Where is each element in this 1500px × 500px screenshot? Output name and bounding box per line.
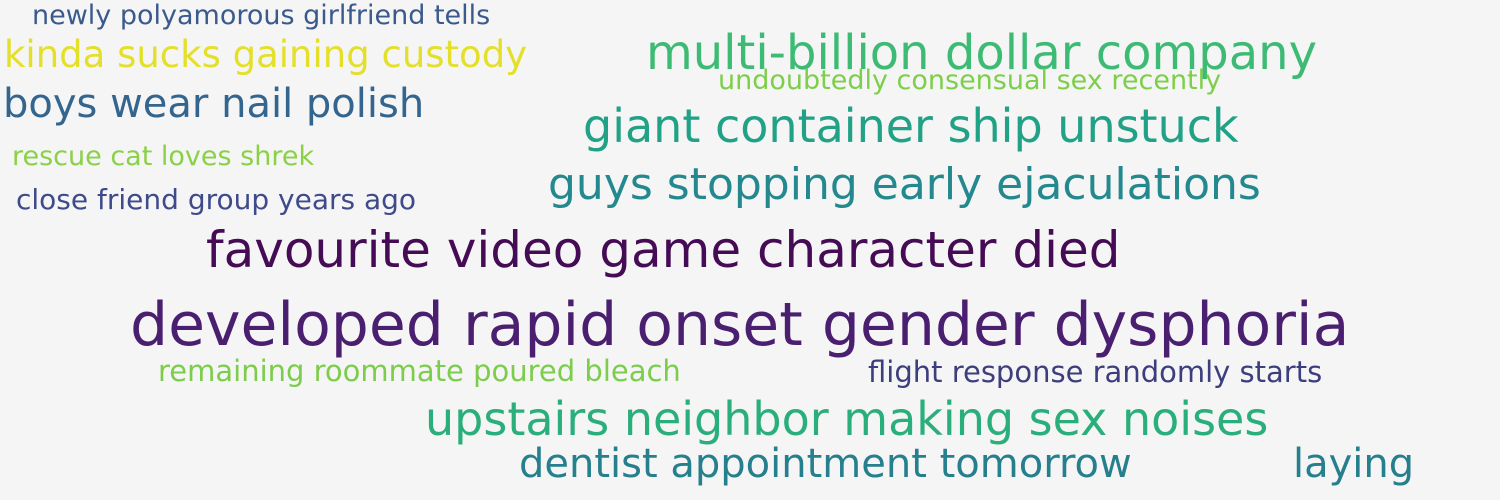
word-cloud-term: multi-billion dollar company [646,25,1317,81]
word-cloud-term: dentist appointment tomorrow [519,441,1132,487]
word-cloud-term: remaining roommate poured bleach [158,354,681,388]
word-cloud-term: kinda sucks gaining custody [4,33,528,76]
word-cloud-term: boys wear nail polish [3,81,425,127]
word-cloud-term: newly polyamorous girlfriend tells [32,0,491,31]
word-cloud-term: close friend group years ago [16,183,417,216]
word-cloud-term: laying [1293,441,1415,487]
word-cloud-term: flight response randomly starts [868,355,1323,389]
word-cloud-term: giant container ship unstuck [583,99,1239,153]
word-cloud-term: upstairs neighbor making sex noises [425,392,1269,446]
word-cloud-term: developed rapid onset gender dysphoria [130,290,1350,360]
word-cloud-term: undoubtedly consensual sex recently [718,65,1222,96]
word-cloud-term: guys stopping early ejaculations [548,159,1261,210]
word-cloud-term: rescue cat loves shrek [12,141,315,172]
word-cloud-term: favourite video game character died [206,221,1121,279]
